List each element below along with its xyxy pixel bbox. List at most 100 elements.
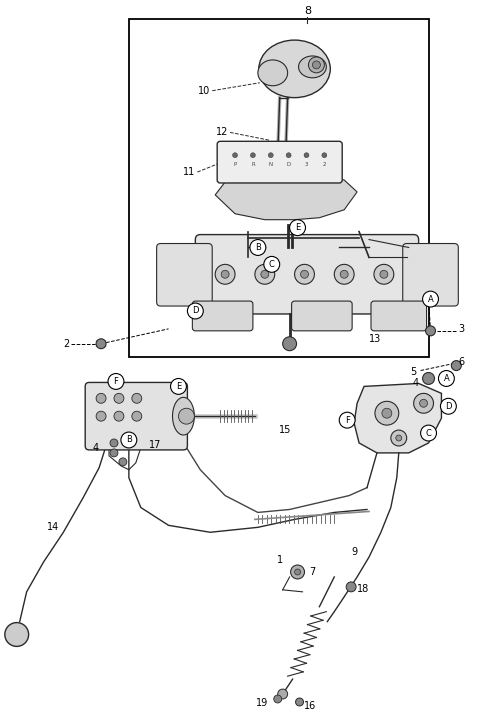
- Ellipse shape: [259, 40, 330, 98]
- Circle shape: [170, 379, 186, 394]
- FancyBboxPatch shape: [403, 244, 458, 306]
- Text: C: C: [426, 429, 432, 438]
- Circle shape: [422, 291, 438, 307]
- Circle shape: [346, 582, 356, 592]
- Circle shape: [382, 409, 392, 418]
- Circle shape: [380, 270, 388, 278]
- Text: B: B: [255, 243, 261, 252]
- Text: 2: 2: [63, 339, 69, 349]
- Circle shape: [426, 326, 435, 336]
- Circle shape: [221, 270, 229, 278]
- Text: 14: 14: [47, 523, 60, 533]
- Circle shape: [96, 394, 106, 404]
- Text: 1: 1: [276, 555, 283, 565]
- Polygon shape: [354, 384, 442, 453]
- Circle shape: [312, 61, 320, 69]
- Text: F: F: [345, 416, 349, 425]
- Circle shape: [451, 361, 461, 371]
- Text: 13: 13: [369, 334, 381, 344]
- Text: 10: 10: [198, 86, 210, 96]
- Circle shape: [422, 372, 434, 384]
- Circle shape: [132, 394, 142, 404]
- Circle shape: [289, 220, 305, 235]
- Circle shape: [339, 412, 355, 428]
- Ellipse shape: [172, 397, 194, 435]
- Circle shape: [420, 425, 436, 441]
- Circle shape: [215, 265, 235, 284]
- Circle shape: [96, 339, 106, 349]
- Circle shape: [286, 153, 291, 158]
- Text: 15: 15: [278, 425, 291, 435]
- Ellipse shape: [258, 60, 288, 86]
- Circle shape: [108, 374, 124, 389]
- Text: P: P: [233, 162, 237, 167]
- Text: 8: 8: [304, 6, 311, 16]
- Circle shape: [187, 303, 204, 319]
- Circle shape: [274, 695, 282, 703]
- Text: 4: 4: [93, 443, 99, 453]
- Circle shape: [295, 569, 300, 575]
- Circle shape: [441, 399, 456, 414]
- Text: 12: 12: [216, 128, 228, 138]
- Text: D: D: [445, 401, 452, 411]
- Circle shape: [251, 153, 255, 158]
- Circle shape: [295, 265, 314, 284]
- FancyBboxPatch shape: [292, 301, 352, 331]
- Text: 11: 11: [183, 167, 195, 177]
- Circle shape: [264, 257, 280, 272]
- FancyBboxPatch shape: [371, 301, 427, 331]
- Text: 2: 2: [323, 162, 326, 167]
- Circle shape: [232, 153, 238, 158]
- Circle shape: [96, 411, 106, 421]
- Circle shape: [110, 449, 118, 457]
- Circle shape: [300, 270, 309, 278]
- Text: 17: 17: [149, 440, 161, 450]
- Text: E: E: [176, 382, 181, 391]
- Circle shape: [420, 399, 428, 407]
- Circle shape: [391, 430, 407, 446]
- FancyBboxPatch shape: [85, 382, 187, 450]
- Circle shape: [396, 435, 402, 441]
- Circle shape: [261, 270, 269, 278]
- Circle shape: [255, 265, 275, 284]
- Circle shape: [438, 371, 455, 386]
- Circle shape: [283, 337, 297, 351]
- FancyBboxPatch shape: [195, 235, 419, 314]
- Text: E: E: [295, 223, 300, 232]
- Text: A: A: [444, 374, 449, 383]
- Text: 9: 9: [351, 547, 357, 557]
- Text: 3: 3: [305, 162, 308, 167]
- Text: 3: 3: [458, 324, 465, 334]
- Circle shape: [114, 411, 124, 421]
- Circle shape: [334, 265, 354, 284]
- Text: 4: 4: [412, 379, 419, 389]
- Circle shape: [304, 153, 309, 158]
- Bar: [129, 19, 429, 356]
- Text: A: A: [428, 294, 433, 304]
- Text: 18: 18: [357, 584, 369, 594]
- Circle shape: [5, 622, 29, 647]
- Circle shape: [114, 394, 124, 404]
- Text: F: F: [114, 377, 119, 386]
- Circle shape: [414, 394, 433, 414]
- FancyBboxPatch shape: [217, 141, 342, 183]
- Text: D: D: [192, 307, 199, 315]
- Polygon shape: [215, 174, 357, 220]
- Text: 5: 5: [410, 366, 417, 376]
- Text: 16: 16: [303, 701, 316, 711]
- Circle shape: [340, 270, 348, 278]
- Text: D: D: [287, 162, 291, 167]
- Text: B: B: [126, 436, 132, 444]
- Ellipse shape: [299, 56, 326, 78]
- Circle shape: [119, 458, 127, 466]
- Circle shape: [296, 698, 303, 706]
- Circle shape: [278, 689, 288, 699]
- Text: 7: 7: [310, 567, 316, 577]
- Circle shape: [375, 401, 399, 425]
- Text: R: R: [251, 162, 255, 167]
- Circle shape: [132, 411, 142, 421]
- FancyBboxPatch shape: [156, 244, 212, 306]
- Circle shape: [110, 439, 118, 447]
- Circle shape: [250, 240, 266, 255]
- Circle shape: [374, 265, 394, 284]
